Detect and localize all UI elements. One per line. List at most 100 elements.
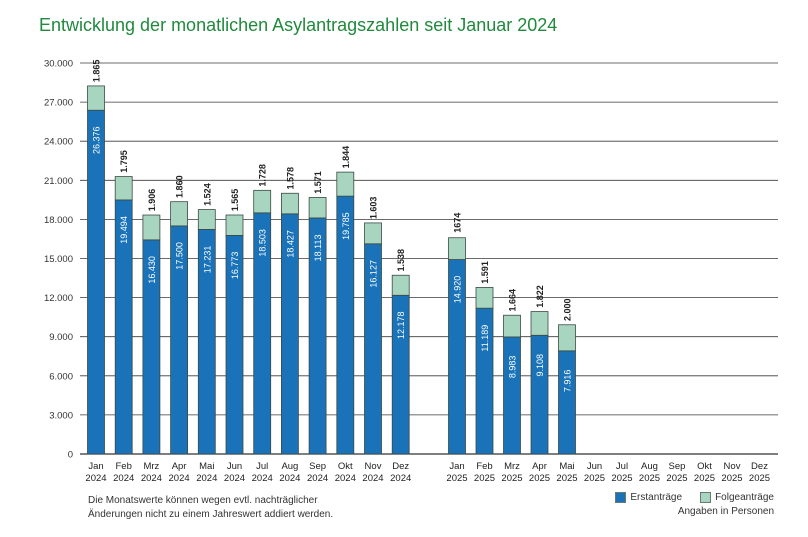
- x-tick-label-month: Jun: [227, 461, 242, 472]
- data-label-erstantraege: 12.178: [396, 312, 406, 340]
- x-tick-label-month: Jan: [88, 461, 103, 472]
- x-tick-label-year: 2025: [529, 473, 550, 484]
- bar-erstantraege: [530, 334, 549, 455]
- data-label-erstantraege: 18.427: [285, 230, 295, 258]
- chart-legend: Erstanträge Folgeanträge Angaben in Pers…: [615, 492, 774, 517]
- data-label-erstantraege: 18.503: [258, 229, 268, 257]
- x-tick-label-month: Jul: [616, 461, 628, 472]
- data-label-erstantraege: 16.773: [230, 252, 240, 280]
- bar-folgeantraege: [170, 201, 189, 227]
- bar-folgeantraege: [475, 287, 494, 309]
- x-tick-label-month: Nov: [724, 461, 741, 472]
- y-tick-label: 6.000: [49, 371, 73, 382]
- y-tick-label: 30.000: [44, 59, 73, 70]
- x-tick-label-month: Mrz: [504, 461, 520, 472]
- bar-folgeantraege: [87, 85, 105, 111]
- x-tick-label-year: 2024: [252, 473, 273, 484]
- y-tick-label: 3.000: [49, 410, 73, 421]
- x-tick-label-year: 2024: [196, 473, 217, 484]
- bar-folgeantraege: [253, 189, 272, 214]
- x-tick-label-year: 2024: [224, 473, 245, 484]
- bar-erstantraege: [558, 350, 576, 455]
- data-label-folgeantraege: 1.538: [396, 249, 406, 272]
- data-label-folgeantraege: 1.664: [508, 289, 518, 312]
- x-tick-label-year: 2025: [584, 473, 605, 484]
- data-label-folgeantraege: 1.844: [341, 146, 351, 169]
- x-tick-label-year: 2025: [556, 473, 577, 484]
- x-tick-label-month: Feb: [476, 461, 492, 472]
- x-tick-label-year: 2024: [279, 473, 300, 484]
- bar-folgeantraege: [391, 274, 410, 296]
- x-tick-label-year: 2025: [611, 473, 632, 484]
- footnote-line: Änderungen nicht zu einem Jahreswert add…: [88, 509, 334, 520]
- legend-label-erstantraege: Erstanträge: [630, 492, 683, 503]
- data-label-folgeantraege: 1.728: [258, 164, 268, 187]
- bar-folgeantraege: [503, 314, 521, 338]
- data-label-erstantraege: 9.108: [535, 354, 545, 377]
- y-tick-label: 15.000: [44, 254, 73, 265]
- data-label-erstantraege: 18.113: [313, 234, 323, 261]
- data-label-erstantraege: 16.127: [369, 260, 379, 288]
- x-tick-label-year: 2024: [169, 473, 190, 484]
- data-label-erstantraege: 26.376: [92, 126, 102, 154]
- x-tick-label-year: 2024: [85, 473, 106, 484]
- y-tick-label: 12.000: [44, 293, 73, 304]
- data-label-folgeantraege: 1.591: [480, 261, 490, 284]
- x-tick-label-month: Jun: [587, 461, 602, 472]
- footnote-line: Die Monatswerte können wegen evtl. nacht…: [88, 495, 318, 506]
- x-tick-label-year: 2024: [335, 473, 356, 484]
- x-tick-label-month: Sep: [309, 461, 326, 472]
- bar-folgeantraege: [308, 197, 327, 219]
- legend-label-folgeantraege: Folgeanträge: [715, 492, 774, 503]
- data-label-folgeantraege: 2.000: [563, 298, 573, 321]
- data-label-erstantraege: 16.430: [147, 256, 157, 284]
- data-label-erstantraege: 8.983: [508, 356, 518, 379]
- data-label-folgeantraege: 1.565: [230, 189, 240, 212]
- x-tick-label-month: Dez: [751, 461, 768, 472]
- bar-folgeantraege: [225, 214, 244, 236]
- chart-title: Entwicklung der monatlichen Asylantragsz…: [39, 15, 558, 35]
- x-tick-label-month: Mai: [199, 461, 214, 472]
- data-label-erstantraege: 19.494: [119, 216, 129, 244]
- data-label-erstantraege: 14.920: [453, 276, 463, 304]
- data-label-erstantraege: 19.785: [341, 212, 351, 240]
- bar-folgeantraege: [197, 209, 216, 230]
- x-tick-label-month: Apr: [172, 461, 187, 472]
- x-tick-label-month: Mrz: [143, 461, 159, 472]
- data-label-folgeantraege: 1.865: [92, 60, 102, 83]
- x-tick-label-year: 2024: [141, 473, 162, 484]
- bar-folgeantraege: [114, 176, 133, 201]
- data-label-folgeantraege: 1.578: [285, 167, 295, 190]
- y-tick-label: 27.000: [44, 98, 73, 109]
- bar-folgeantraege: [364, 222, 382, 245]
- x-tick-label-year: 2025: [501, 473, 522, 484]
- x-tick-label-year: 2025: [694, 473, 715, 484]
- data-label-folgeantraege: 1.795: [119, 150, 129, 173]
- data-label-erstantraege: 17.231: [202, 246, 212, 274]
- x-tick-label-year: 2024: [390, 473, 411, 484]
- data-label-folgeantraege: 1.822: [535, 285, 545, 308]
- units-label: Angaben in Personen: [677, 506, 774, 517]
- x-tick-label-month: Apr: [532, 461, 547, 472]
- data-label-folgeantraege: 1.860: [175, 175, 185, 198]
- data-label-folgeantraege: 1.524: [202, 183, 212, 206]
- x-tick-label-year: 2025: [639, 473, 660, 484]
- y-tick-label: 0: [68, 450, 73, 461]
- x-tick-label-year: 2024: [113, 473, 134, 484]
- x-tick-label-month: Dez: [392, 461, 409, 472]
- data-label-folgeantraege: 1.603: [369, 197, 379, 220]
- x-tick-label-month: Okt: [697, 461, 712, 472]
- x-tick-label-year: 2025: [721, 473, 742, 484]
- x-tick-label-month: Aug: [281, 461, 298, 472]
- data-label-erstantraege: 17.500: [175, 242, 185, 270]
- x-tick-label-month: Okt: [338, 461, 353, 472]
- data-label-folgeantraege: 1.906: [147, 189, 157, 212]
- x-tick-label-year: 2024: [362, 473, 383, 484]
- legend-swatch-erstantraege: [615, 492, 627, 503]
- x-tick-label-year: 2025: [666, 473, 687, 484]
- legend-row: Erstanträge Folgeanträge: [615, 492, 774, 503]
- legend-swatch-folgeantraege: [700, 492, 712, 503]
- data-label-folgeantraege: 1.571: [313, 171, 323, 194]
- x-tick-label-month: Jan: [449, 461, 464, 472]
